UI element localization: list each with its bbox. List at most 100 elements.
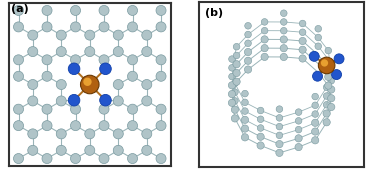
Circle shape xyxy=(56,79,66,90)
Circle shape xyxy=(280,27,287,34)
Circle shape xyxy=(28,145,38,155)
Circle shape xyxy=(28,47,38,57)
Circle shape xyxy=(321,59,328,67)
Circle shape xyxy=(156,55,166,65)
Circle shape xyxy=(68,94,80,106)
Circle shape xyxy=(99,104,109,114)
Circle shape xyxy=(127,71,138,81)
Circle shape xyxy=(232,89,238,95)
Circle shape xyxy=(42,5,52,16)
Circle shape xyxy=(113,79,123,90)
Circle shape xyxy=(280,36,287,43)
Circle shape xyxy=(142,129,152,139)
Circle shape xyxy=(156,22,166,32)
Circle shape xyxy=(42,104,52,114)
Circle shape xyxy=(334,54,344,64)
Circle shape xyxy=(276,149,283,156)
Circle shape xyxy=(100,94,111,106)
Circle shape xyxy=(313,71,322,81)
Circle shape xyxy=(276,115,283,121)
Circle shape xyxy=(245,57,252,64)
Circle shape xyxy=(299,20,306,27)
Circle shape xyxy=(295,117,302,124)
Circle shape xyxy=(241,116,249,124)
Text: (b): (b) xyxy=(205,8,223,18)
Circle shape xyxy=(323,93,330,99)
Circle shape xyxy=(156,121,166,131)
Circle shape xyxy=(323,84,330,91)
Circle shape xyxy=(68,63,80,75)
Circle shape xyxy=(325,47,332,54)
Circle shape xyxy=(261,36,268,43)
Circle shape xyxy=(56,30,66,40)
Circle shape xyxy=(323,101,330,108)
Circle shape xyxy=(156,5,166,16)
Circle shape xyxy=(295,143,302,151)
Circle shape xyxy=(312,111,319,117)
Circle shape xyxy=(14,5,23,16)
Circle shape xyxy=(127,104,138,114)
Circle shape xyxy=(332,70,342,80)
Circle shape xyxy=(56,47,66,57)
Circle shape xyxy=(261,44,268,52)
Circle shape xyxy=(113,129,123,139)
Circle shape xyxy=(245,22,251,29)
Circle shape xyxy=(228,99,235,106)
Circle shape xyxy=(99,5,109,16)
Circle shape xyxy=(71,55,81,65)
Circle shape xyxy=(56,129,66,139)
Circle shape xyxy=(85,129,95,139)
Circle shape xyxy=(142,47,152,57)
Circle shape xyxy=(85,30,95,40)
Circle shape xyxy=(241,125,249,132)
Circle shape xyxy=(142,96,152,106)
Circle shape xyxy=(127,5,138,16)
Circle shape xyxy=(81,75,99,94)
Circle shape xyxy=(233,78,240,85)
Circle shape xyxy=(229,65,235,71)
Circle shape xyxy=(245,31,251,38)
Circle shape xyxy=(85,145,95,155)
Circle shape xyxy=(71,22,81,32)
Circle shape xyxy=(71,153,81,164)
Circle shape xyxy=(299,29,306,35)
Circle shape xyxy=(311,128,319,135)
Circle shape xyxy=(257,133,264,140)
Circle shape xyxy=(312,93,319,100)
Circle shape xyxy=(14,55,23,65)
Circle shape xyxy=(28,30,38,40)
Circle shape xyxy=(323,119,330,126)
Circle shape xyxy=(242,108,248,114)
Circle shape xyxy=(14,22,23,32)
Circle shape xyxy=(42,121,52,131)
Circle shape xyxy=(261,27,268,34)
Circle shape xyxy=(311,137,319,144)
Circle shape xyxy=(14,121,23,131)
Circle shape xyxy=(83,78,91,86)
Circle shape xyxy=(309,51,319,61)
Circle shape xyxy=(257,142,264,149)
Circle shape xyxy=(14,104,23,114)
Circle shape xyxy=(233,61,240,68)
Circle shape xyxy=(42,22,52,32)
Circle shape xyxy=(113,145,123,155)
Circle shape xyxy=(276,123,283,130)
Circle shape xyxy=(42,71,52,81)
Circle shape xyxy=(156,71,166,81)
Circle shape xyxy=(315,26,322,32)
Circle shape xyxy=(325,73,332,80)
Circle shape xyxy=(231,115,239,122)
Circle shape xyxy=(113,47,123,57)
Circle shape xyxy=(257,107,264,114)
Circle shape xyxy=(228,82,235,89)
Circle shape xyxy=(245,48,252,56)
Circle shape xyxy=(71,5,81,16)
Circle shape xyxy=(229,56,235,62)
Circle shape xyxy=(261,19,268,25)
Circle shape xyxy=(56,145,66,155)
Circle shape xyxy=(99,153,109,164)
Circle shape xyxy=(233,52,240,59)
Circle shape xyxy=(100,63,111,75)
Circle shape xyxy=(261,53,268,61)
Circle shape xyxy=(14,71,23,81)
